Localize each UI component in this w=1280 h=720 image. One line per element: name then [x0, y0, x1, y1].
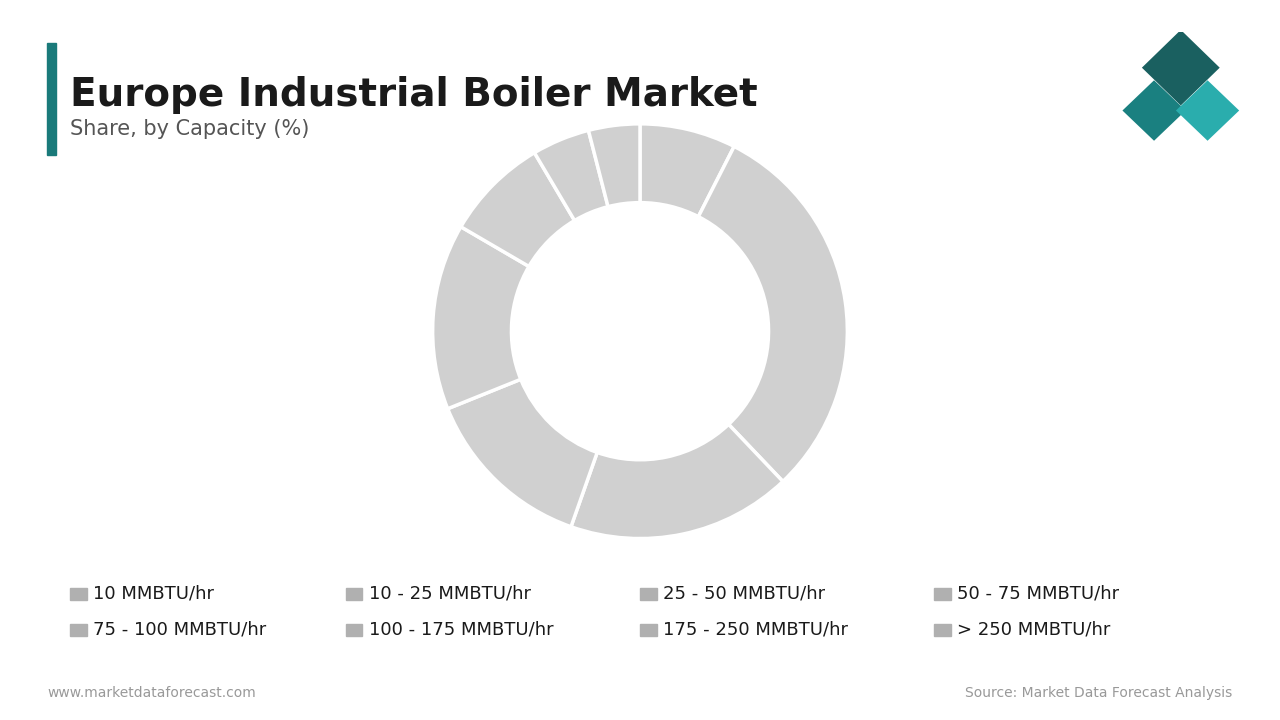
Wedge shape — [535, 130, 608, 220]
Wedge shape — [433, 227, 529, 409]
Wedge shape — [461, 153, 575, 266]
Polygon shape — [1176, 80, 1239, 141]
Text: Europe Industrial Boiler Market: Europe Industrial Boiler Market — [70, 76, 758, 114]
Wedge shape — [589, 124, 640, 207]
Text: Source: Market Data Forecast Analysis: Source: Market Data Forecast Analysis — [965, 686, 1233, 700]
Text: 25 - 50 MMBTU/hr: 25 - 50 MMBTU/hr — [663, 585, 826, 603]
Wedge shape — [640, 124, 735, 217]
Polygon shape — [1142, 30, 1220, 105]
Text: www.marketdataforecast.com: www.marketdataforecast.com — [47, 686, 256, 700]
Polygon shape — [1123, 80, 1185, 141]
Text: 100 - 175 MMBTU/hr: 100 - 175 MMBTU/hr — [369, 621, 553, 639]
Text: 10 MMBTU/hr: 10 MMBTU/hr — [93, 585, 215, 603]
Text: Share, by Capacity (%): Share, by Capacity (%) — [70, 119, 310, 139]
Wedge shape — [448, 379, 598, 527]
Text: > 250 MMBTU/hr: > 250 MMBTU/hr — [957, 621, 1111, 639]
Text: 75 - 100 MMBTU/hr: 75 - 100 MMBTU/hr — [93, 621, 266, 639]
Text: 50 - 75 MMBTU/hr: 50 - 75 MMBTU/hr — [957, 585, 1120, 603]
Text: 175 - 250 MMBTU/hr: 175 - 250 MMBTU/hr — [663, 621, 849, 639]
Wedge shape — [571, 424, 783, 539]
Wedge shape — [699, 146, 847, 482]
Text: 10 - 25 MMBTU/hr: 10 - 25 MMBTU/hr — [369, 585, 531, 603]
